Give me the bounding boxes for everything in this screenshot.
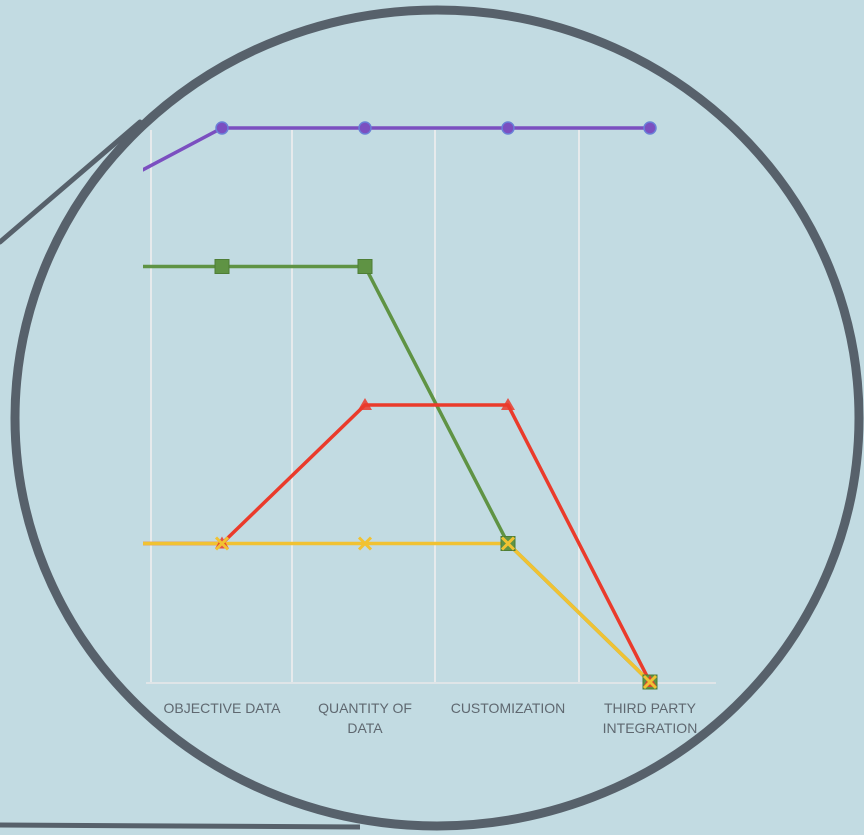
x-tick-label: THIRD PARTY xyxy=(604,700,697,716)
series-markers xyxy=(214,121,658,690)
callout-line xyxy=(0,119,143,245)
marker-stroke xyxy=(500,536,516,551)
marker-stroke xyxy=(214,536,230,551)
x-tick-label: CUSTOMIZATION xyxy=(451,700,566,716)
x-tick-label: DATA xyxy=(347,720,383,736)
marker-stroke xyxy=(642,674,658,690)
data-point-series-3 xyxy=(358,398,372,410)
data-point-series-1 xyxy=(501,121,515,135)
data-point-series-1 xyxy=(215,121,229,135)
callout-line xyxy=(0,822,361,830)
data-point-series-4 xyxy=(214,536,230,551)
series-line-2 xyxy=(143,264,652,684)
data-point-series-1 xyxy=(358,121,372,135)
data-point-series-2 xyxy=(357,259,373,274)
x-tick-label: OBJECTIVE DATA xyxy=(164,700,282,716)
data-point-series-4 xyxy=(642,674,658,690)
data-point-series-4 xyxy=(357,536,373,551)
series-line-4 xyxy=(143,541,652,684)
data-point-series-2 xyxy=(214,259,230,274)
series-line-1 xyxy=(143,126,652,206)
x-tick-label: QUANTITY OF xyxy=(318,700,412,716)
magnifier-ring xyxy=(10,5,864,831)
data-point-series-1 xyxy=(643,121,657,135)
x-tick-label: INTEGRATION xyxy=(603,720,698,736)
data-point-series-4 xyxy=(500,536,516,551)
data-point-series-3 xyxy=(501,398,515,410)
x-tick-labels: OBJECTIVE DATA QUANTITY OF DATA CUSTOMIZATI… xyxy=(164,700,698,736)
marker-stroke xyxy=(357,536,373,551)
